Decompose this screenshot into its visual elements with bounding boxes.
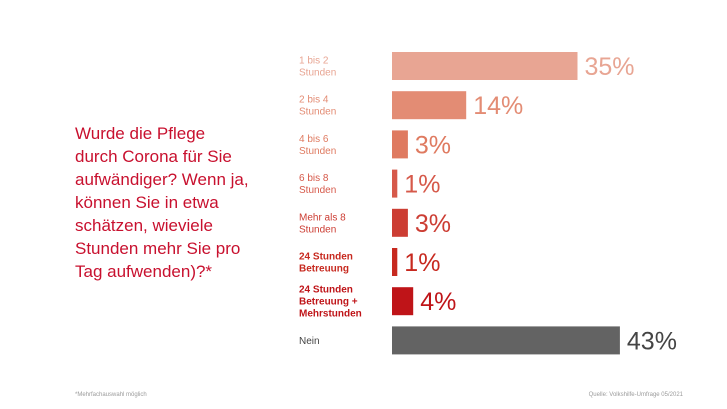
value-label: 1% — [404, 249, 440, 277]
value-label: 4% — [420, 288, 456, 316]
value-label: 43% — [627, 327, 677, 355]
category-label: 4 bis 6 Stunden — [299, 134, 336, 157]
value-label: 35% — [585, 53, 635, 81]
category-label: 2 bis 4 Stunden — [299, 95, 336, 118]
category-label: 6 bis 8 Stunden — [299, 173, 336, 196]
bar — [392, 248, 398, 276]
bar — [392, 169, 398, 198]
value-label: 1% — [404, 171, 440, 199]
bar — [392, 287, 414, 316]
bar — [392, 52, 578, 80]
footnote: *Mehrfachauswahl möglich — [75, 392, 147, 398]
value-label: 3% — [415, 131, 451, 159]
category-label: 1 bis 2 Stunden — [299, 56, 336, 79]
bar-chart: 1 bis 2 Stunden 35% 2 bis 4 Stunden 14% 4 bis … — [299, 52, 677, 355]
category-label: 24 Stunden Betreuung — [299, 252, 353, 275]
category-label: Mehr als 8 Stunden — [299, 212, 346, 235]
source-note: Quelle: Volkshilfe-Umfrage 05/2021 — [588, 392, 683, 398]
category-label: Nein — [299, 336, 320, 347]
question-text: Wurde die Pflege durch Corona für Sie au… — [75, 124, 249, 281]
bar — [392, 91, 467, 120]
category-label: 24 Stunden Betreuung + Mehrstunden — [299, 285, 362, 320]
value-label: 3% — [415, 210, 451, 238]
bar — [392, 130, 408, 159]
bar — [392, 326, 620, 355]
value-label: 14% — [473, 92, 523, 120]
bar — [392, 208, 408, 237]
